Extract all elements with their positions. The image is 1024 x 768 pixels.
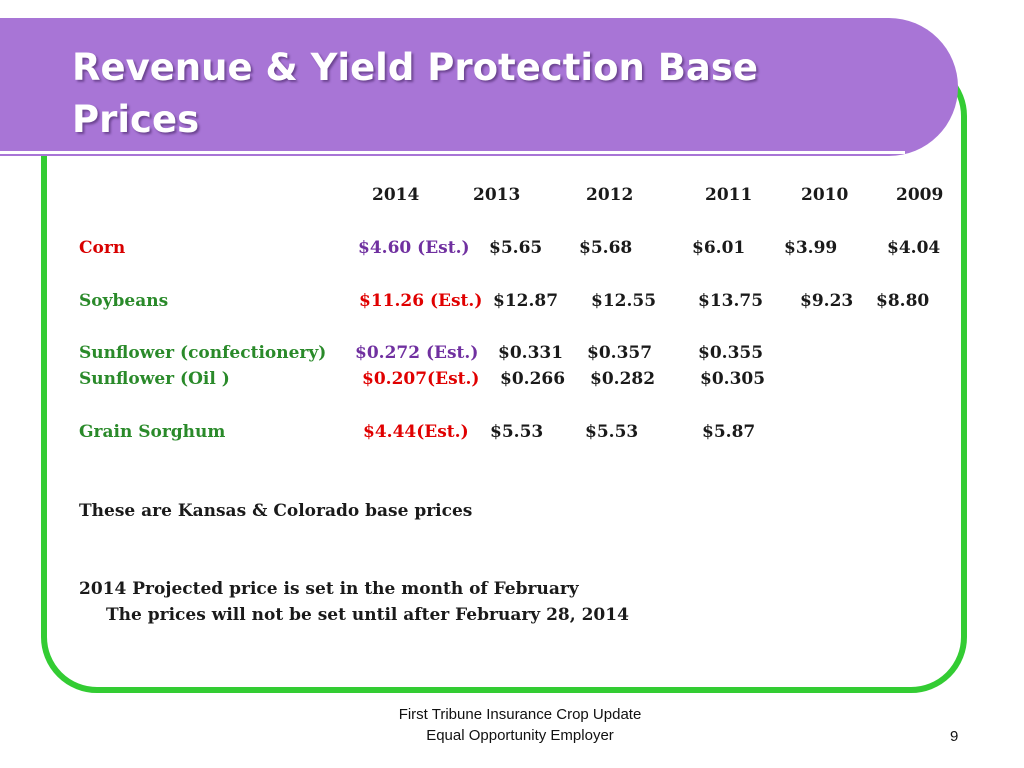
price-corn-2009: $4.04	[887, 238, 941, 258]
price-sunflower-conf-2014: $0.272 (Est.)	[355, 343, 479, 363]
price-corn-2011: $6.01	[692, 238, 746, 258]
year-header-2012: 2012	[586, 185, 634, 205]
slide-title: Revenue & Yield Protection Base Prices	[72, 46, 759, 141]
crop-label-soybeans: Soybeans	[79, 291, 169, 311]
price-soybeans-2013: $12.87	[493, 291, 559, 311]
year-header-2014: 2014	[372, 185, 420, 205]
footer-eoe: Equal Opportunity Employer	[426, 727, 614, 744]
price-sunflower-conf-2011: $0.355	[698, 343, 764, 363]
price-sorghum-2014: $4.44(Est.)	[363, 422, 469, 442]
price-sunflower-conf-2012: $0.357	[587, 343, 653, 363]
price-soybeans-2011: $13.75	[698, 291, 764, 311]
note-base-prices: These are Kansas & Colorado base prices	[79, 501, 473, 521]
price-corn-2012: $5.68	[579, 238, 633, 258]
price-soybeans-2014: $11.26 (Est.)	[359, 291, 483, 311]
price-sorghum-2012: $5.53	[585, 422, 639, 442]
price-soybeans-2009: $8.80	[876, 291, 930, 311]
crop-label-sunflower-oil: Sunflower (Oil )	[79, 369, 230, 389]
price-sunflower-oil-2011: $0.305	[700, 369, 766, 389]
year-header-2011: 2011	[705, 185, 753, 205]
price-corn-2010: $3.99	[784, 238, 838, 258]
crop-label-grain-sorghum: Grain Sorghum	[79, 422, 226, 442]
price-sunflower-oil-2014: $0.207(Est.)	[362, 369, 480, 389]
page-number: 9	[950, 728, 959, 745]
crop-label-corn: Corn	[79, 238, 126, 258]
footer-company: First Tribune Insurance Crop Update	[398, 706, 642, 723]
title-underline	[0, 151, 905, 154]
price-corn-2013: $5.65	[489, 238, 543, 258]
price-corn-2014: $4.60 (Est.)	[358, 238, 470, 258]
year-header-2010: 2010	[801, 185, 849, 205]
price-sunflower-oil-2013: $0.266	[500, 369, 566, 389]
price-soybeans-2012: $12.55	[591, 291, 657, 311]
price-sorghum-2013: $5.53	[490, 422, 544, 442]
price-soybeans-2010: $9.23	[800, 291, 854, 311]
crop-label-sunflower-confectionery: Sunflower (confectionery)	[79, 343, 327, 363]
content-frame	[41, 60, 967, 693]
title-band	[0, 18, 958, 156]
year-header-2009: 2009	[896, 185, 944, 205]
price-sunflower-oil-2012: $0.282	[590, 369, 656, 389]
price-sunflower-conf-2013: $0.331	[498, 343, 564, 363]
price-sorghum-2011: $5.87	[702, 422, 756, 442]
note-price-date: The prices will not be set until after F…	[106, 605, 629, 625]
note-projected-price: 2014 Projected price is set in the month…	[79, 579, 579, 599]
year-header-2013: 2013	[473, 185, 521, 205]
